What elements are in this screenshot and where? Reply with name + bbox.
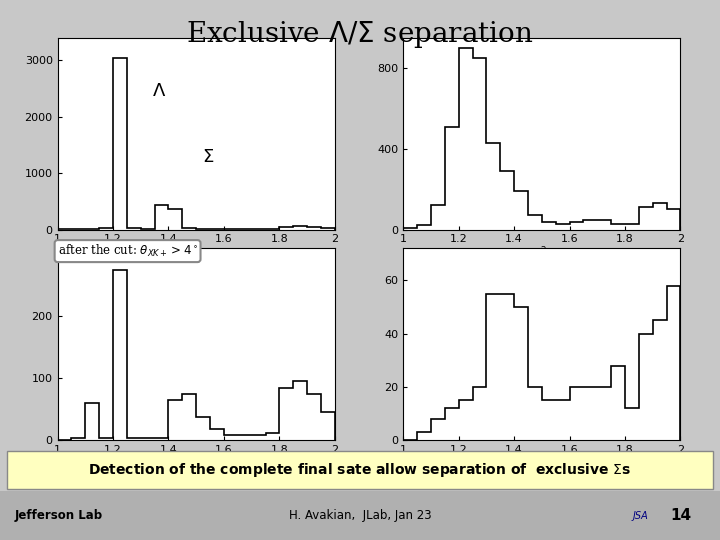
X-axis label: $M\,M^2_{eK^{\prime}X}$: $M\,M^2_{eK^{\prime}X}$ [519, 456, 564, 477]
Text: $\Lambda$: $\Lambda$ [152, 83, 166, 100]
Text: Detection of the complete final sate allow separation of  exclusive $\Sigma$s: Detection of the complete final sate all… [89, 461, 631, 479]
Text: 14: 14 [670, 508, 691, 523]
Text: after the cut: $\theta_{XK+} > 4^\circ$: after the cut: $\theta_{XK+} > 4^\circ$ [58, 243, 197, 259]
Text: $\Sigma$: $\Sigma$ [202, 147, 214, 166]
Text: Jefferson Lab: Jefferson Lab [14, 509, 102, 522]
Text: Exclusive $\Lambda/\Sigma$ separation: Exclusive $\Lambda/\Sigma$ separation [186, 19, 534, 50]
X-axis label: $M\,M^2_{eK^+X}$: $M\,M^2_{eK^+X}$ [171, 246, 222, 266]
Text: H. Avakian,  JLab, Jan 23: H. Avakian, JLab, Jan 23 [289, 509, 431, 522]
X-axis label: $M\,M^2_{eK^{\prime}X}$: $M\,M^2_{eK^{\prime}X}$ [174, 456, 219, 477]
X-axis label: $M\,M^2_{eK^+X}$: $M\,M^2_{eK^+X}$ [516, 246, 567, 266]
Text: JSA: JSA [632, 511, 648, 521]
